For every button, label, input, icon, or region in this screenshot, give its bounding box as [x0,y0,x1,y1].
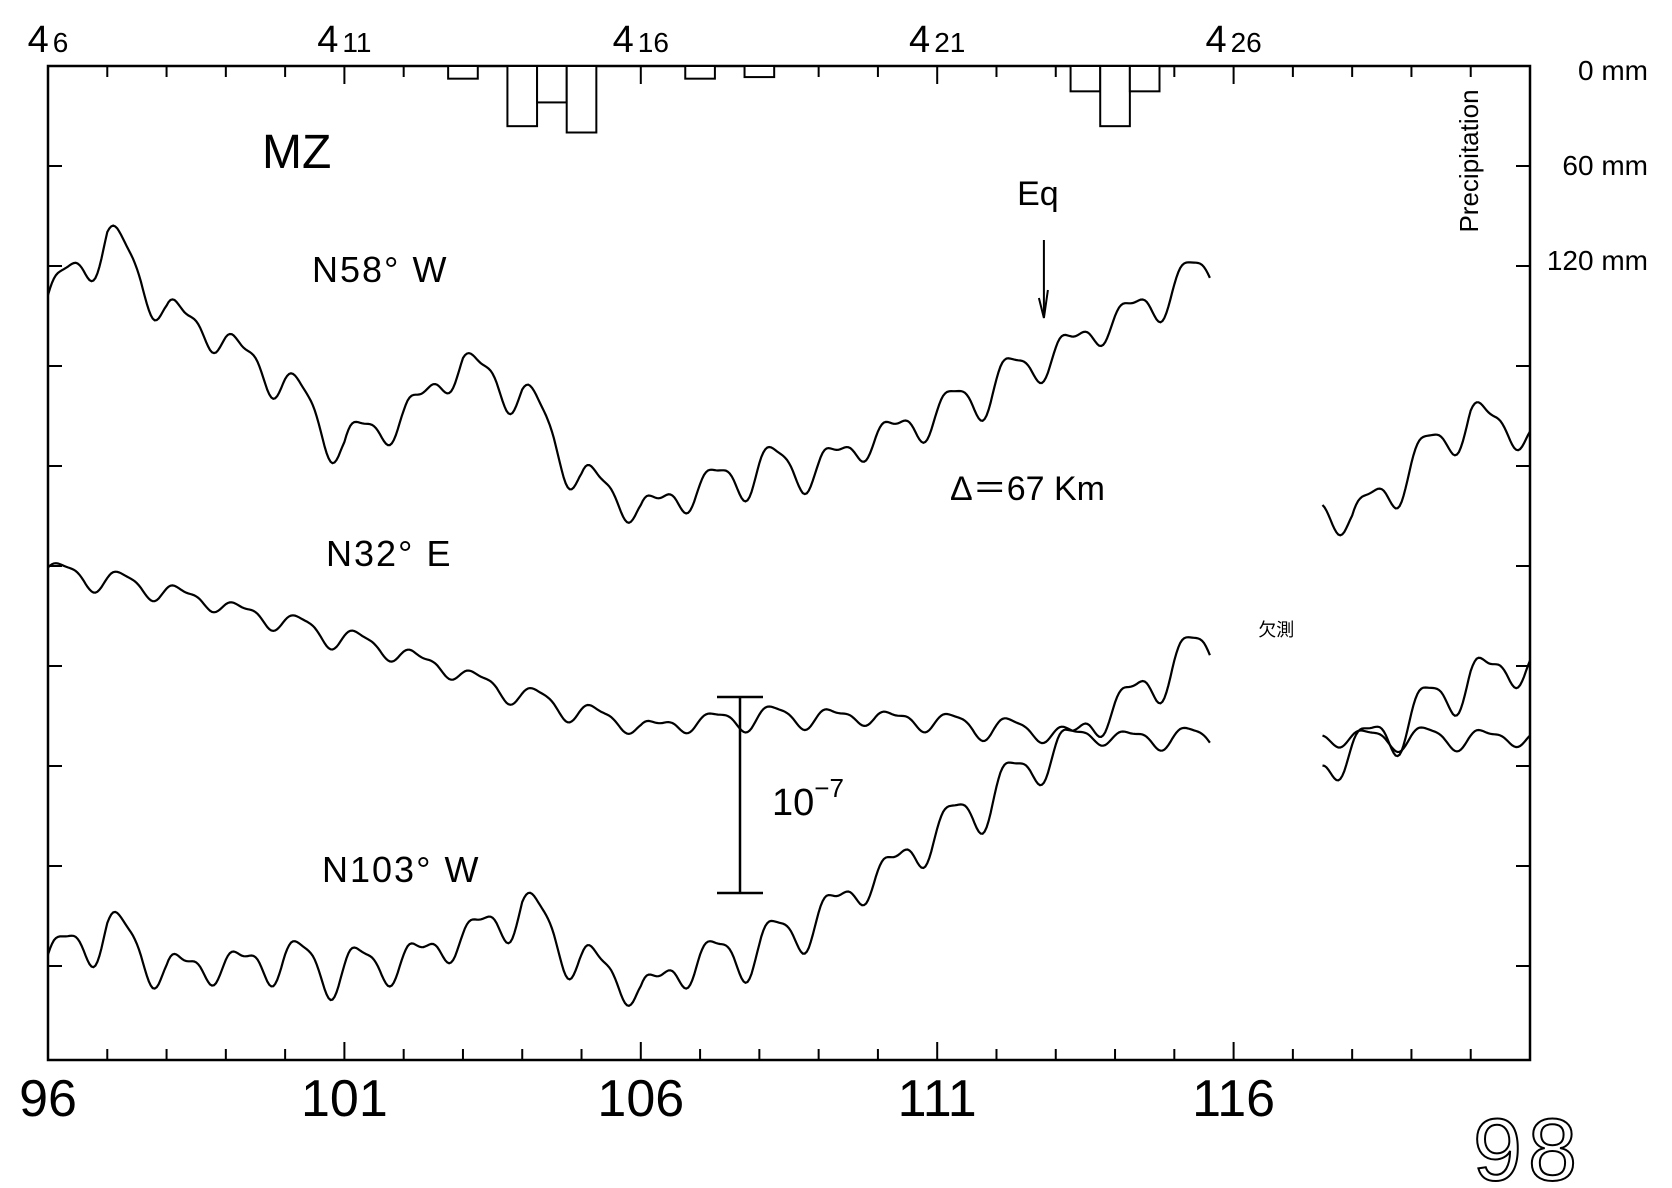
precipitation-tick-label: 60 mm [1562,150,1648,181]
top-date-month: 4 [28,19,49,61]
bottom-axis-labels: 96 101 106 111 116 [19,1070,1275,1128]
top-date-day: 11 [342,27,371,58]
chart-title: MZ [262,126,331,179]
top-axis-labels: 4 6 4 11 4 16 4 21 4 26 [28,19,1262,61]
precipitation-bar [684,65,716,80]
series-line-3 [46,636,1211,1007]
precipitation-bar [1128,65,1161,93]
series-line-2 [47,562,1211,752]
precipitation-bar [447,65,479,80]
series-label-2: N32° E [326,533,452,574]
series-line-3 [1322,656,1532,782]
axis-ticks [47,66,1531,1060]
missing-data-label: 欠測 [1258,620,1294,640]
top-date-day: 6 [53,27,69,58]
series-lines [46,224,1532,1007]
top-date-month: 4 [317,19,338,61]
top-date-day: 21 [934,27,965,58]
earthquake-arrow-head [1037,289,1049,319]
top-date-month: 4 [1205,19,1226,61]
top-date-day: 26 [1231,27,1262,58]
x-tick-label: 111 [898,1070,977,1128]
top-date-day: 16 [638,27,669,58]
plot-frame [46,64,1532,1062]
distance-label: Δ＝67 Km [950,470,1105,508]
precipitation-tick-label: 0 mm [1578,55,1648,86]
top-date-month: 4 [909,19,930,61]
precipitation-axis-label: Precipitation [1454,89,1484,232]
scale-bar-label: 10−7 [772,773,844,824]
top-date-label: 4 21 [909,19,965,61]
x-tick-label: 106 [597,1070,684,1128]
precipitation-tick-label: 120 mm [1547,245,1648,276]
scale-bar: 10−7 [717,695,844,895]
earthquake-marker: Eq [1017,175,1059,319]
top-date-label: 4 11 [317,19,371,61]
precipitation-bar [536,65,568,104]
precipitation-bar [1099,65,1131,128]
precipitation-bar [743,65,776,79]
page-number: 98 [1473,1100,1583,1188]
precipitation-bar [1069,65,1102,93]
series-line-1 [46,224,1211,524]
series-line-1 [1321,401,1531,537]
series-label-3: N103° W [322,849,480,890]
top-date-label: 4 26 [1205,19,1261,61]
series-labels: N58° W N32° E N103° W [312,249,480,890]
x-tick-label: 96 [19,1070,77,1128]
top-date-label: 4 16 [613,19,669,61]
x-tick-label: 101 [301,1070,388,1128]
precipitation-bar [506,65,539,128]
x-tick-label: 116 [1192,1070,1275,1128]
precipitation-bar [565,65,598,134]
top-date-month: 4 [613,19,634,61]
series-label-1: N58° W [312,249,448,290]
precipitation-axis: 0 mm 60 mm 120 mm Precipitation [1454,55,1648,276]
earthquake-label: Eq [1017,175,1059,213]
precipitation-bars [447,65,1161,134]
